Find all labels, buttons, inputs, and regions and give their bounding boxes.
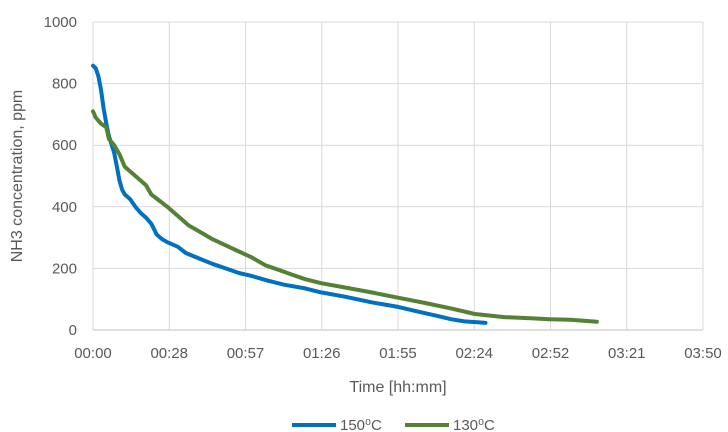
y-tick-label: 800 bbox=[52, 76, 77, 93]
x-tick-label: 02:52 bbox=[532, 345, 570, 362]
series-line-2 bbox=[91, 109, 599, 324]
x-tick-label: 01:55 bbox=[379, 345, 417, 362]
x-axis-tick-labels: 00:00 00:28 00:57 01:26 01:55 02:24 02:52 03:21… bbox=[74, 345, 722, 362]
x-tick-label: 03:50 bbox=[684, 345, 722, 362]
gridlines bbox=[92, 21, 704, 331]
x-tick-label: 00:28 bbox=[150, 345, 188, 362]
x-tick-label: 00:57 bbox=[227, 345, 265, 362]
y-tick-label: 200 bbox=[52, 260, 77, 277]
x-tick-label: 03:21 bbox=[608, 345, 646, 362]
series-lines bbox=[91, 63, 599, 325]
y-axis-title: NH3 concentration, ppm bbox=[9, 90, 26, 263]
legend-item-2: 130⁰C bbox=[405, 417, 495, 432]
legend-label-1: 150⁰C bbox=[340, 417, 382, 432]
x-tick-label: 00:00 bbox=[74, 345, 112, 362]
legend: 150⁰C 130⁰C bbox=[292, 417, 495, 432]
y-tick-label: 1000 bbox=[44, 14, 77, 31]
x-tick-label: 01:26 bbox=[303, 345, 341, 362]
y-axis-tick-labels: 0 200 400 600 800 1000 bbox=[44, 14, 77, 339]
y-tick-label: 400 bbox=[52, 199, 77, 216]
y-tick-label: 600 bbox=[52, 137, 77, 154]
x-axis-title: Time [hh:mm] bbox=[349, 379, 446, 396]
legend-label-2: 130⁰C bbox=[453, 417, 495, 432]
legend-item-1: 150⁰C bbox=[292, 417, 382, 432]
y-tick-label: 0 bbox=[69, 322, 77, 339]
x-tick-label: 02:24 bbox=[455, 345, 493, 362]
